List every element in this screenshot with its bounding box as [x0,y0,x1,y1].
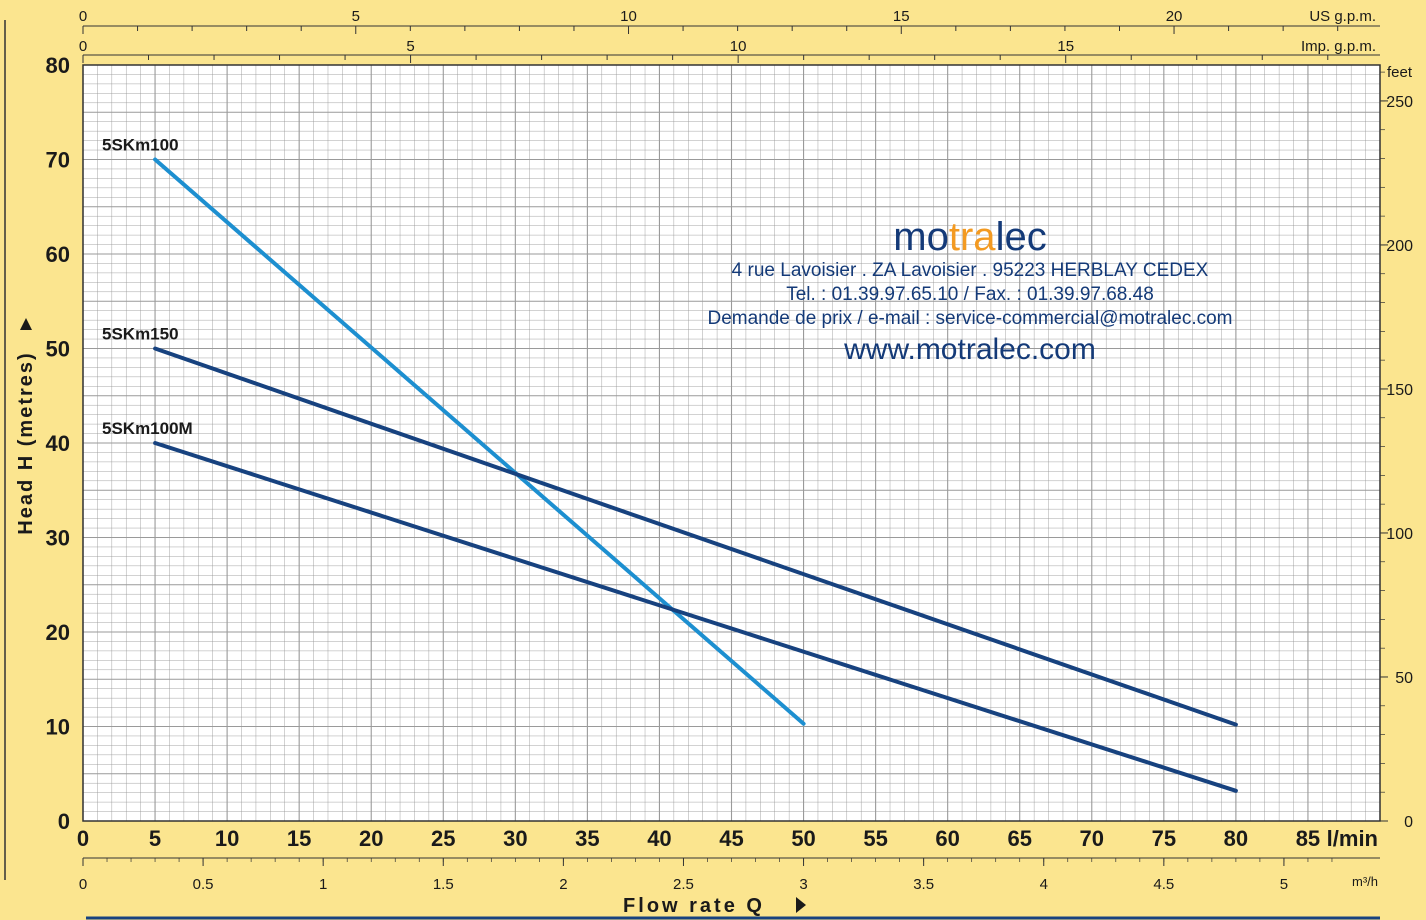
us-gpm-tick-label: 20 [1166,8,1183,25]
m3h-tick-label: 3 [799,876,807,893]
email-text: Demande de prix / e-mail : service-comme… [707,308,1233,329]
feet-unit-label: feet [1387,64,1413,81]
y-axis-title: Head H (metres) [15,351,37,534]
brand-logo: motralec [893,215,1047,259]
x-tick-label: 50 [791,826,815,851]
x-tick-label: 55 [863,826,887,851]
m3h-tick-label: 3.5 [913,876,934,893]
y-tick-label: 0 [58,809,70,834]
x-tick-label: 25 [431,826,455,851]
feet-tick-label: 200 [1386,238,1413,255]
feet-tick-label: 50 [1395,670,1413,687]
x-axis-arrow-icon [796,897,806,913]
x-tick-label: 20 [359,826,383,851]
x-tick-label: 30 [503,826,527,851]
series-group [153,157,1238,793]
feet-tick-label: 0 [1404,814,1413,831]
x-tick-label: 85 [1296,826,1320,851]
series-label-5skm100: 5SKm100 [102,136,179,155]
us-gpm-tick-label: 10 [620,8,637,25]
imp-gpm-unit-label: Imp. g.p.m. [1301,38,1376,55]
x-tick-label: 15 [287,826,311,851]
y-tick-label: 20 [46,620,70,645]
m3h-tick-label: 2.5 [673,876,694,893]
y-tick-label: 80 [46,53,70,78]
y-tick-label: 10 [46,715,70,740]
y-axis-arrow-icon [20,318,32,330]
imp-gpm-tick-label: 15 [1057,38,1074,55]
series-line-5skm150 [153,346,1238,727]
y-tick-label: 40 [46,431,70,456]
feet-tick-label: 250 [1386,94,1413,111]
axes [4,20,1388,920]
x-tick-label: 60 [935,826,959,851]
x-tick-label: 75 [1152,826,1176,851]
feet-tick-label: 100 [1386,526,1413,543]
address-text: 4 rue Lavoisier . ZA Lavoisier . 95223 H… [731,260,1209,281]
x-tick-label: 0 [77,826,89,851]
y-tick-label: 70 [46,148,70,173]
plot-frame [82,64,1381,822]
imp-gpm-tick-label: 5 [406,38,414,55]
x-tick-label: 45 [719,826,743,851]
m3h-tick-label: 1.5 [433,876,454,893]
x-tick-label: 5 [149,826,161,851]
feet-tick-label: 150 [1386,382,1413,399]
series-line-5skm100m [153,441,1238,793]
x-unit-label: l/min [1327,826,1378,851]
series-label-5skm150: 5SKm150 [102,325,179,344]
us-gpm-tick-label: 15 [893,8,910,25]
imp-gpm-tick-label: 0 [79,38,87,55]
us-gpm-tick-label: 5 [352,8,360,25]
series-line-5skm100 [153,157,806,726]
x-axis-title: Flow rate Q [623,895,765,917]
x-tick-label: 35 [575,826,599,851]
us-gpm-unit-label: US g.p.m. [1309,8,1376,25]
x-tick-label: 70 [1080,826,1104,851]
m3h-tick-label: 0.5 [193,876,214,893]
y-tick-label: 60 [46,242,70,267]
x-tick-label: 65 [1007,826,1031,851]
y-tick-label: 30 [46,526,70,551]
m3h-tick-label: 5 [1280,876,1288,893]
x-tick-label: 80 [1224,826,1248,851]
m3h-tick-label: 1 [319,876,327,893]
m3h-unit-label: m³/h [1352,874,1378,889]
contact-watermark: motralec 4 rue Lavoisier . ZA Lavoisier … [640,215,1300,369]
y-tick-label: 50 [46,337,70,362]
x-tick-label: 40 [647,826,671,851]
website-text: www.motralec.com [844,333,1096,366]
m3h-tick-label: 4.5 [1153,876,1174,893]
us-gpm-tick-label: 0 [79,8,87,25]
phone-text: Tel. : 01.39.97.65.10 / Fax. : 01.39.97.… [786,284,1154,305]
series-label-5skm100m: 5SKm100M [102,419,193,438]
imp-gpm-tick-label: 10 [730,38,747,55]
x-tick-label: 10 [215,826,239,851]
m3h-tick-label: 4 [1040,876,1048,893]
m3h-tick-label: 0 [79,876,87,893]
m3h-tick-label: 2 [559,876,567,893]
